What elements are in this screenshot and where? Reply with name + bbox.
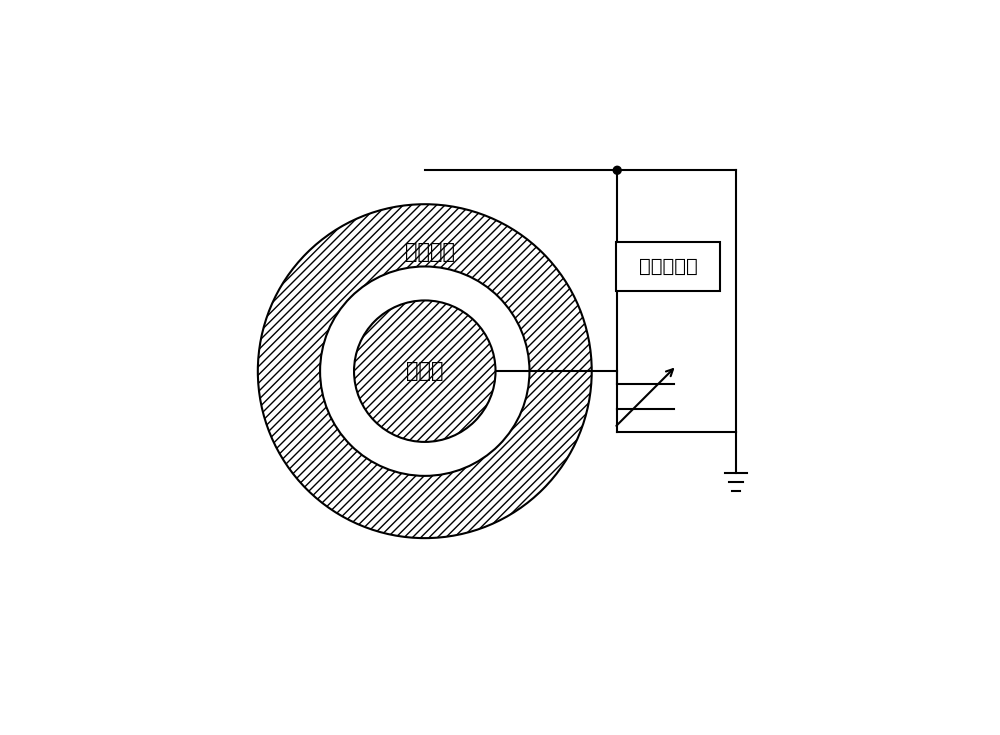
Circle shape [258,204,592,538]
Circle shape [613,166,621,174]
Bar [616,243,720,290]
Text: 电容测试仪: 电容测试仪 [639,257,698,276]
Text: 栅电极: 栅电极 [406,361,444,381]
Circle shape [320,267,529,476]
Circle shape [354,301,496,442]
Text: 欧姆电极: 欧姆电极 [405,243,455,262]
